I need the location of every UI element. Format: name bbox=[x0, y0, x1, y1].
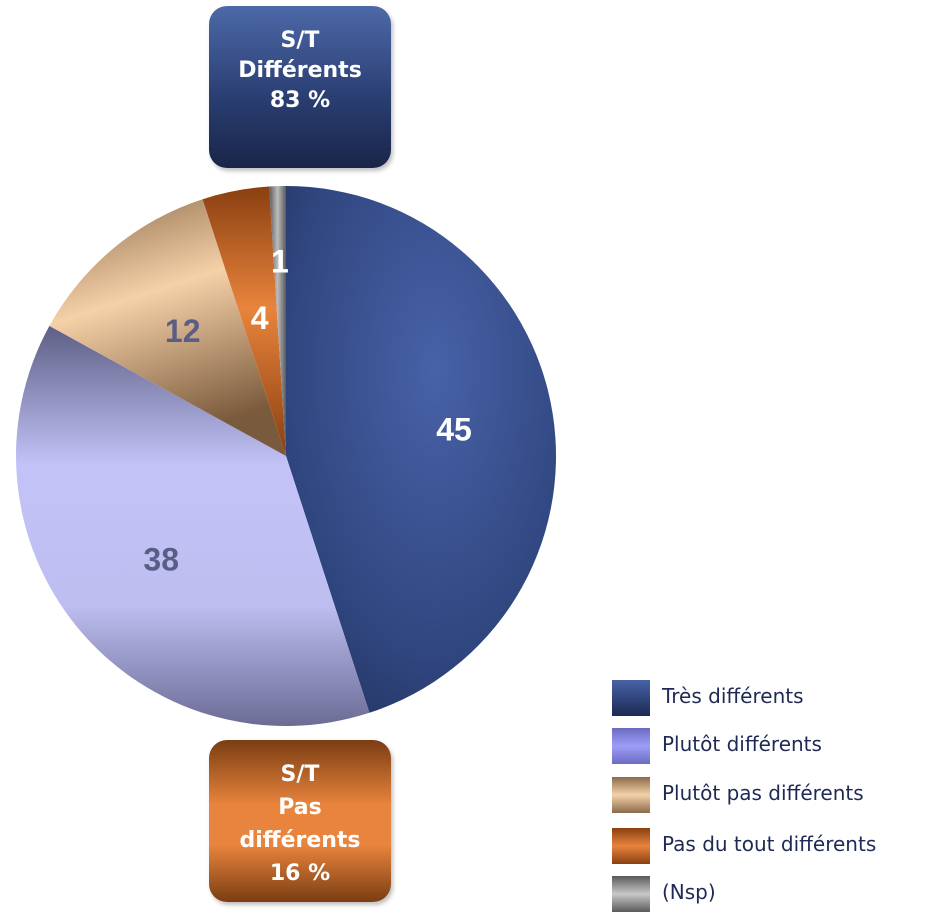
pie-slice-4 bbox=[269, 186, 286, 456]
legend-label: (Nsp) bbox=[662, 880, 716, 904]
summary-callout-differents: S/T Différents 83 % bbox=[209, 6, 391, 168]
legend-label: Très différents bbox=[662, 684, 804, 708]
legend-swatch bbox=[612, 828, 650, 864]
pie-slice-3 bbox=[202, 186, 286, 456]
slice-value-label: 12 bbox=[165, 313, 201, 349]
legend-label: Plutôt pas différents bbox=[662, 781, 864, 805]
callout-bottom-line2: Pas bbox=[278, 795, 322, 820]
slice-value-label: 45 bbox=[436, 411, 472, 447]
pie-slice-0 bbox=[286, 186, 557, 713]
slice-value-label: 4 bbox=[251, 300, 269, 336]
legend-swatch bbox=[612, 728, 650, 764]
legend-swatch bbox=[612, 777, 650, 813]
callout-bottom-line3: différents bbox=[239, 828, 361, 853]
callout-bottom-line4: 16 % bbox=[269, 861, 331, 886]
callout-bottom-line1: S/T bbox=[280, 762, 320, 787]
legend-label: Plutôt différents bbox=[662, 732, 822, 756]
callout-top-line3: 83 % bbox=[269, 88, 331, 113]
legend-swatch bbox=[612, 876, 650, 912]
callout-top-line2: Différents bbox=[238, 58, 362, 83]
slice-value-label: 38 bbox=[143, 541, 179, 577]
pie-slice-2 bbox=[49, 199, 287, 456]
legend-swatch bbox=[612, 680, 650, 716]
slice-value-label: 1 bbox=[271, 244, 289, 280]
callout-top-line1: S/T bbox=[280, 28, 320, 53]
legend-label: Pas du tout différents bbox=[662, 832, 877, 856]
summary-callout-pas-differents: S/T Pas différents 16 % bbox=[209, 740, 391, 902]
pie-slice-1 bbox=[16, 325, 370, 727]
